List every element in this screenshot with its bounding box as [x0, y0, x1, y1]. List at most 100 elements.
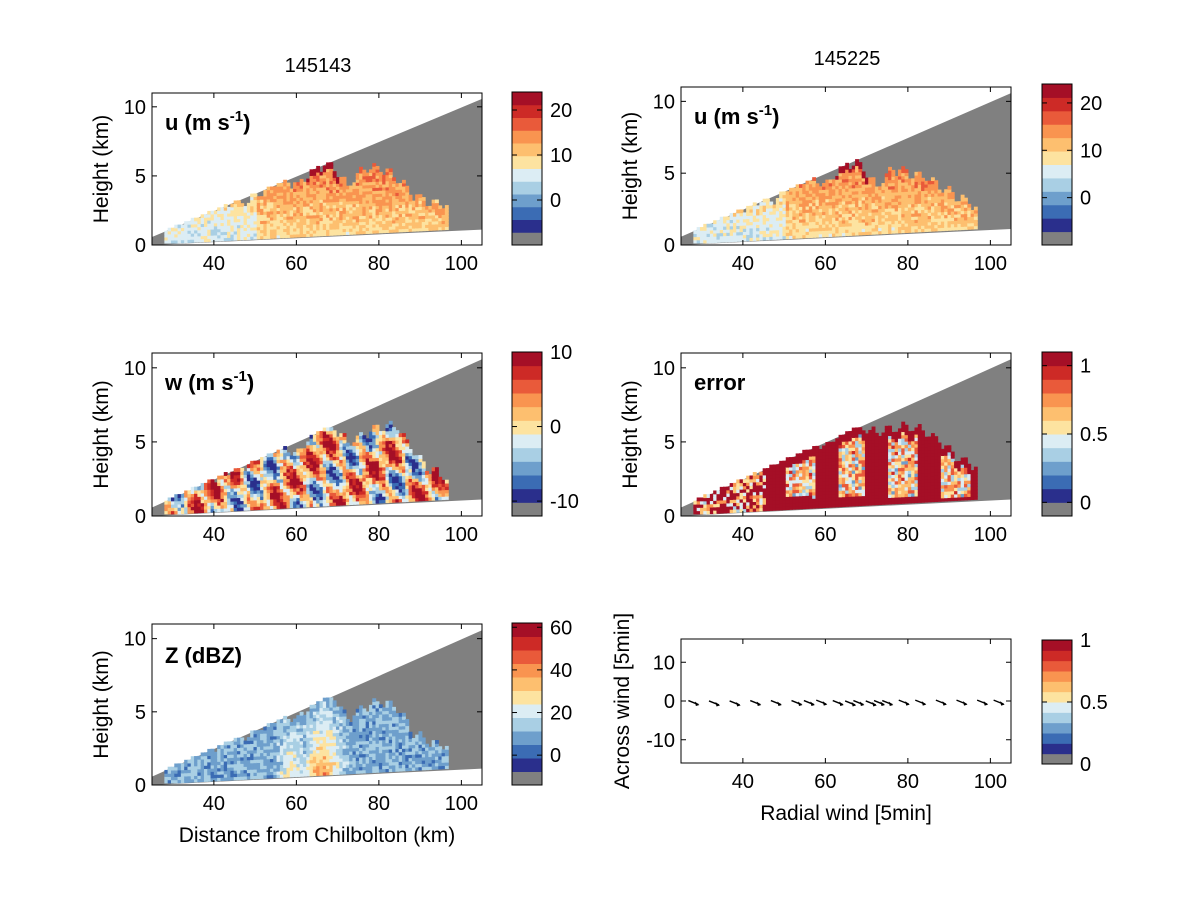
- data-cell: [964, 198, 968, 202]
- colorbar-segment: [512, 461, 542, 475]
- colorbar-segment: [512, 448, 542, 462]
- data-cell: [435, 199, 439, 203]
- colorbar-segment: [512, 194, 542, 207]
- data-cell: [951, 192, 955, 196]
- data-cell: [872, 427, 876, 431]
- data-cell: [888, 426, 892, 430]
- x-tick-label: 60: [285, 524, 307, 546]
- data-cell: [422, 461, 426, 465]
- x-tick-label: 60: [814, 253, 836, 275]
- data-cell: [862, 171, 866, 175]
- colorbar-tick-label: 10: [550, 342, 572, 364]
- colorbar-segment: [512, 502, 542, 516]
- data-cell: [389, 168, 393, 172]
- data-cell: [422, 197, 426, 201]
- data-cell: [329, 162, 333, 166]
- data-cell: [409, 449, 413, 453]
- colorbar-segment: [512, 169, 542, 182]
- data-cell: [891, 170, 895, 174]
- x-tick-label: 100: [445, 524, 478, 546]
- colorbar-segment: [512, 407, 542, 421]
- colorbar-segment: [1042, 151, 1072, 165]
- colorbar-segment: [512, 181, 542, 194]
- data-cell: [435, 467, 439, 471]
- data-cell: [858, 162, 862, 166]
- colorbar-segment: [512, 118, 542, 131]
- data-cell: [967, 204, 971, 208]
- x-tick-label: 80: [368, 253, 390, 275]
- x-tick-label: 40: [203, 253, 225, 275]
- colorbar-segment: [1042, 205, 1072, 219]
- colorbar-segment: [512, 352, 542, 366]
- colorbar-segment: [1042, 178, 1072, 192]
- y-axis-label: Height (km): [90, 380, 113, 489]
- colorbar-tick-label: 0: [1080, 188, 1091, 210]
- data-cell: [445, 480, 449, 484]
- colorbar-segment: [1042, 165, 1072, 179]
- data-cell: [405, 439, 409, 443]
- y-tick-label: 10: [653, 91, 675, 113]
- y-tick-label: 0: [664, 235, 675, 257]
- data-cell: [333, 430, 337, 434]
- colorbar-segment: [512, 420, 542, 434]
- x-tick-label: 100: [974, 253, 1007, 275]
- colorbar-segment: [512, 130, 542, 143]
- data-cell: [947, 186, 951, 190]
- data-cell: [409, 195, 413, 199]
- data-cell: [872, 177, 876, 181]
- colorbar-segment: [1042, 111, 1072, 125]
- data-cell: [418, 455, 422, 459]
- colorbar-segment: [1042, 138, 1072, 152]
- y-axis-label: Height (km): [619, 112, 642, 221]
- data-cell: [812, 177, 816, 181]
- data-cell: [905, 169, 909, 173]
- data-cell: [343, 177, 347, 181]
- colorbar-segment: [512, 475, 542, 489]
- colorbar-segment: [512, 434, 542, 448]
- y-tick-label: 0: [135, 235, 146, 257]
- data-cell: [376, 425, 380, 429]
- x-tick-label: 100: [445, 253, 478, 275]
- y-tick-label: 0: [135, 506, 146, 528]
- data-cell: [402, 180, 406, 184]
- colorbar-tick-label: -10: [550, 491, 579, 513]
- data-cell: [316, 166, 320, 170]
- colorbar-segment: [512, 232, 542, 245]
- x-tick-label: 80: [368, 524, 390, 546]
- data-cell: [343, 433, 347, 437]
- y-tick-label: 5: [664, 163, 675, 185]
- y-tick-label: 10: [124, 358, 146, 380]
- colorbar-segment: [512, 207, 542, 220]
- colorbar-segment: [512, 220, 542, 233]
- column-title-left: 145143: [285, 55, 352, 77]
- data-cell: [445, 205, 449, 209]
- column-title-right: 145225: [814, 48, 881, 70]
- x-tick-label: 40: [203, 524, 225, 546]
- data-cell: [934, 180, 938, 184]
- panel-quantity-label: u (m s-1): [165, 108, 250, 135]
- data-cell: [376, 166, 380, 170]
- data-cell: [389, 421, 393, 425]
- colorbar-segment: [512, 379, 542, 393]
- colorbar-segment: [512, 393, 542, 407]
- colorbar-segment: [512, 156, 542, 169]
- colorbar-tick-label: 20: [550, 100, 572, 122]
- colorbar-segment: [1042, 232, 1072, 246]
- x-tick-label: 40: [732, 253, 754, 275]
- x-tick-label: 60: [285, 253, 307, 275]
- colorbar-tick-label: 10: [550, 145, 572, 167]
- data-cell: [918, 172, 922, 176]
- colorbar-segment: [512, 105, 542, 118]
- colorbar-tick-label: 20: [1080, 93, 1102, 115]
- data-cell: [392, 177, 396, 181]
- colorbar-segment: [1042, 124, 1072, 138]
- colorbar-tick-label: 0: [550, 190, 561, 212]
- y-tick-label: 5: [135, 166, 146, 188]
- y-tick-label: 10: [124, 97, 146, 119]
- panel-quantity-label: u (m s-1): [694, 102, 779, 129]
